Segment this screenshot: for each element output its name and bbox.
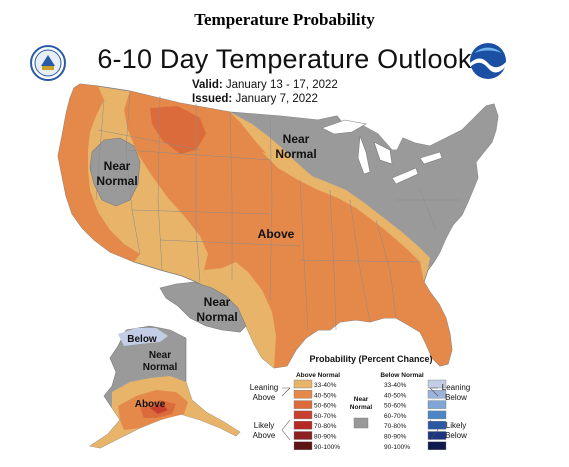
legend-leaning-below-2: Below	[445, 393, 467, 402]
legend-above-header: Above Normal	[296, 372, 340, 379]
noaa-logo-icon	[470, 43, 506, 79]
legend-above-swatch-3	[293, 400, 313, 409]
legend-below-range-3: 50-60%	[384, 403, 407, 410]
legend-above-swatch-6	[293, 431, 313, 440]
legend-above-range-7: 90-100%	[314, 444, 340, 451]
west-near-normal-label-1: Near	[104, 159, 131, 173]
legend-above-range-5: 70-80%	[314, 423, 337, 430]
legend-below-swatch-6	[427, 431, 447, 440]
legend-likely-below-2: Below	[445, 431, 467, 440]
legend-above-range-6: 80-90%	[314, 434, 337, 441]
above-montana-region	[150, 106, 206, 154]
legend-below-swatch-5	[427, 421, 447, 430]
legend-below-swatch-7	[427, 441, 447, 450]
legend-likely-below-1: Likely	[446, 421, 466, 430]
legend: Probability (Percent Chance) Above Norma…	[250, 354, 470, 451]
legend-near-normal-swatch	[353, 417, 369, 429]
legend-title: Probability (Percent Chance)	[309, 354, 432, 364]
alaska-below-region	[118, 328, 168, 346]
legend-above-swatch-7	[293, 441, 313, 450]
near-normal-north-east-region	[230, 104, 498, 268]
legend-above-range-2: 40-50%	[314, 392, 337, 399]
page-title: Temperature Probability	[194, 10, 375, 29]
legend-likely-below-bracket	[429, 419, 439, 441]
legend-above-swatch-2	[293, 390, 313, 399]
north-near-normal-label-1: Near	[283, 132, 310, 146]
great-lakes	[321, 119, 443, 185]
legend-near-label-1: Near	[354, 396, 369, 403]
legend-above-range-4: 60-70%	[314, 413, 337, 420]
alaska	[89, 325, 241, 449]
valid-label: Valid:	[192, 79, 223, 91]
legend-above-swatch-4	[293, 410, 313, 420]
alaska-above-label: Above	[135, 399, 166, 410]
valid-dates: January 13 - 17, 2022	[225, 79, 338, 91]
legend-below-swatch-4	[427, 410, 447, 420]
south-near-normal-label-1: Near	[204, 295, 231, 309]
legend-below-range-5: 70-80%	[384, 423, 407, 430]
legend-leaning-below-bracket	[429, 387, 439, 397]
legend-below-range-2: 40-50%	[384, 392, 407, 399]
legend-leaning-above-2: Above	[253, 393, 276, 402]
alaska-above-60-region	[150, 404, 168, 414]
issued-label: Issued:	[192, 93, 233, 105]
legend-likely-above-bracket	[281, 419, 291, 441]
legend-below-range-6: 80-90%	[384, 434, 407, 441]
legend-leaning-below-1: Leaning	[442, 383, 470, 392]
legend-below-header: Below Normal	[380, 372, 424, 379]
north-near-normal-label-2: Normal	[275, 147, 316, 161]
south-near-normal-label-2: Normal	[196, 310, 237, 324]
legend-below-swatches: 33-40% 40-50% 50-60% 60-70% 70-80% 80-90% 90-1…	[384, 379, 447, 451]
near-normal-west-region	[89, 137, 141, 207]
legend-likely-above-1: Likely	[254, 421, 274, 430]
east-light-strip	[262, 152, 430, 268]
legend-above-range-1: 33-40%	[314, 382, 337, 389]
legend-below-swatch-3	[427, 400, 447, 409]
legend-below-range-1: 33-40%	[384, 382, 407, 389]
central-above-label: Above	[258, 227, 295, 241]
above-central-region	[124, 91, 452, 368]
legend-above-range-3: 50-60%	[314, 403, 337, 410]
issued-date: January 7, 2022	[235, 93, 318, 105]
alaska-below-label: Below	[127, 334, 157, 345]
doc-seal-icon	[30, 45, 66, 81]
alaska-near-normal-label-1: Near	[149, 350, 171, 361]
alaska-near-normal-label-2: Normal	[143, 362, 178, 373]
legend-below-swatch-2	[427, 390, 447, 399]
legend-below-range-4: 60-70%	[384, 413, 407, 420]
valid-line: Valid: January 13 - 17, 2022	[192, 79, 338, 91]
above-west-coast-region	[58, 84, 140, 262]
legend-leaning-above-1: Leaning	[250, 383, 278, 392]
legend-likely-above-2: Above	[253, 431, 276, 440]
state-borders	[95, 90, 460, 331]
legend-leaning-above-bracket	[281, 387, 291, 397]
legend-above-swatch-5	[293, 421, 313, 430]
legend-above-swatches: 33-40% 40-50% 50-60% 60-70% 70-80% 80-90% 90-1…	[293, 379, 340, 451]
west-near-normal-label-2: Normal	[96, 174, 137, 188]
legend-near-label-2: Normal	[350, 404, 373, 411]
issued-line: Issued: January 7, 2022	[192, 93, 318, 105]
legend-above-swatch-1	[293, 379, 313, 389]
legend-below-range-7: 90-100%	[384, 444, 410, 451]
map-title: 6-10 Day Temperature Outlook	[97, 44, 472, 74]
near-normal-south-region	[159, 281, 247, 333]
